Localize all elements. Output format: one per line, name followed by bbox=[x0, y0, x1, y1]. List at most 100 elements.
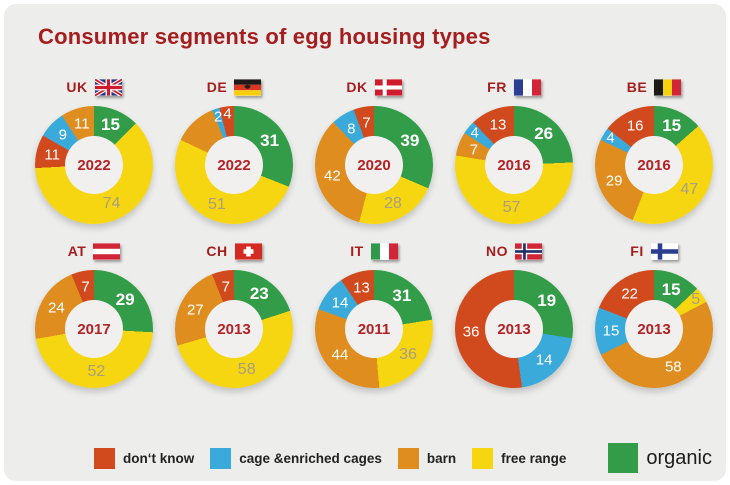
chart-header: CH bbox=[206, 240, 262, 262]
country-code: UK bbox=[66, 79, 88, 95]
be-flag-icon bbox=[654, 78, 682, 96]
legend-swatch-cage bbox=[210, 447, 232, 469]
country-code: AT bbox=[67, 243, 87, 259]
donut-hole: 2013 bbox=[485, 300, 543, 358]
segment-value-label: 24 bbox=[48, 299, 65, 317]
legend-item-organic: organic bbox=[608, 443, 712, 473]
donut-ring: 2020 39 28 42 8 7 bbox=[315, 106, 433, 224]
donut-chart-fi: FI 2013 15 5 58 15 22 bbox=[584, 240, 724, 388]
segment-value-label: 26 bbox=[534, 123, 554, 143]
country-code: DE bbox=[206, 79, 228, 95]
segment-value-label: 8 bbox=[347, 120, 356, 137]
legend-item-cage: cage &enriched cages bbox=[210, 447, 382, 469]
segment-value-label: 4 bbox=[606, 129, 615, 147]
segment-value-label: 31 bbox=[260, 130, 280, 150]
legend: don‘t know cage &enriched cages barn free r… bbox=[94, 443, 712, 473]
segment-value-label: 2 bbox=[214, 108, 223, 125]
chart-title: Consumer segments of egg housing types bbox=[38, 24, 491, 49]
segment-value-label: 29 bbox=[115, 289, 135, 309]
legend-label: cage &enriched cages bbox=[239, 450, 382, 466]
donut-hole: 2013 bbox=[205, 300, 263, 358]
chart-header: NO bbox=[486, 240, 542, 262]
donut-hole: 2013 bbox=[625, 300, 683, 358]
segment-value-label: 29 bbox=[605, 172, 623, 190]
at-flag-icon bbox=[93, 242, 121, 260]
segment-value-label: 28 bbox=[383, 194, 402, 212]
donut-ring: 2022 31 51 2 4 bbox=[175, 106, 293, 224]
segment-value-label: 4 bbox=[470, 124, 479, 141]
segment-value-label: 51 bbox=[207, 195, 226, 213]
chart-header: DE bbox=[206, 76, 262, 98]
legend-item-dont-know: don‘t know bbox=[94, 447, 195, 469]
legend-item-free-range: free range bbox=[472, 447, 566, 469]
uk-flag-icon bbox=[94, 78, 122, 96]
segment-value-label: 74 bbox=[102, 195, 121, 213]
donut-hole: 2016 bbox=[625, 136, 683, 194]
segment-value-label: 52 bbox=[87, 362, 106, 380]
segment-value-label: 13 bbox=[489, 116, 507, 134]
segment-value-label: 7 bbox=[362, 114, 371, 132]
donut-ring: 2016 15 47 29 4 16 bbox=[595, 106, 713, 224]
infographic-card: Consumer segments of egg housing types U… bbox=[4, 4, 726, 481]
chart-header: DK bbox=[346, 76, 402, 98]
segment-value-label: 36 bbox=[462, 323, 480, 341]
segment-value-label: 47 bbox=[680, 180, 699, 198]
segment-value-label: 42 bbox=[324, 167, 341, 185]
legend-item-barn: barn bbox=[397, 447, 456, 469]
country-code: DK bbox=[346, 79, 368, 95]
fi-flag-icon bbox=[650, 242, 678, 260]
legend-swatch-free-range bbox=[472, 447, 494, 469]
segment-value-label: 44 bbox=[331, 346, 349, 364]
donut-ring: 2017 29 52 24 7 bbox=[35, 270, 153, 388]
segment-value-label: 22 bbox=[621, 285, 639, 302]
segment-value-label: 14 bbox=[535, 351, 553, 369]
chart-header: FI bbox=[630, 240, 678, 262]
segment-value-label: 5 bbox=[691, 290, 701, 308]
chart-header: IT bbox=[350, 240, 398, 262]
legend-label: don‘t know bbox=[123, 450, 195, 466]
chart-year: 2011 bbox=[357, 320, 391, 338]
donut-chart-fr: FR 2016 26 57 7 4 13 bbox=[444, 76, 584, 224]
donut-hole: 2017 bbox=[65, 300, 123, 358]
legend-swatch-organic bbox=[608, 443, 639, 473]
country-code: IT bbox=[350, 243, 364, 259]
chart-year: 2020 bbox=[357, 156, 391, 174]
chart-year: 2022 bbox=[77, 156, 111, 174]
segment-value-label: 4 bbox=[223, 105, 232, 123]
chart-year: 2016 bbox=[637, 156, 671, 174]
segment-value-label: 58 bbox=[237, 361, 256, 379]
country-code: FR bbox=[487, 79, 507, 95]
segment-value-label: 57 bbox=[502, 198, 521, 216]
ch-flag-icon bbox=[234, 242, 262, 260]
legend-swatch-dont-know bbox=[94, 447, 116, 469]
donut-ring: 2013 23 58 27 7 bbox=[175, 270, 293, 388]
segment-value-label: 15 bbox=[602, 322, 620, 340]
segment-value-label: 7 bbox=[81, 278, 90, 296]
segment-value-label: 15 bbox=[662, 115, 682, 135]
donut-hole: 2022 bbox=[65, 136, 123, 194]
chart-header: FR bbox=[487, 76, 541, 98]
donut-hole: 2016 bbox=[485, 136, 543, 194]
legend-swatch-barn bbox=[397, 447, 419, 469]
segment-value-label: 36 bbox=[399, 346, 417, 364]
chart-year: 2017 bbox=[77, 320, 111, 338]
segment-value-label: 19 bbox=[537, 291, 557, 311]
donut-hole: 2022 bbox=[205, 136, 263, 194]
donut-ring: 2013 15 5 58 15 22 bbox=[595, 270, 713, 388]
country-code: NO bbox=[486, 243, 508, 259]
segment-value-label: 31 bbox=[392, 286, 412, 306]
donut-hole: 2020 bbox=[345, 136, 403, 194]
chart-year: 2016 bbox=[497, 156, 531, 174]
segment-value-label: 16 bbox=[626, 117, 644, 135]
legend-label: organic bbox=[646, 446, 712, 469]
dk-flag-icon bbox=[374, 78, 402, 96]
chart-year: 2013 bbox=[497, 320, 531, 338]
segment-value-label: 13 bbox=[353, 279, 370, 297]
no-flag-icon bbox=[515, 242, 542, 260]
donut-chart-dk: DK 2020 39 28 42 8 7 bbox=[304, 76, 444, 224]
it-flag-icon bbox=[370, 242, 398, 260]
charts-grid: UK 2022 15 74 11 9 11 DE 2022 31 51 2 4 DK 2020 39 28 42 8… bbox=[4, 60, 724, 388]
donut-hole: 2011 bbox=[345, 300, 403, 358]
segment-value-label: 11 bbox=[44, 146, 60, 164]
donut-chart-it: IT 2011 31 36 44 14 13 bbox=[304, 240, 444, 388]
